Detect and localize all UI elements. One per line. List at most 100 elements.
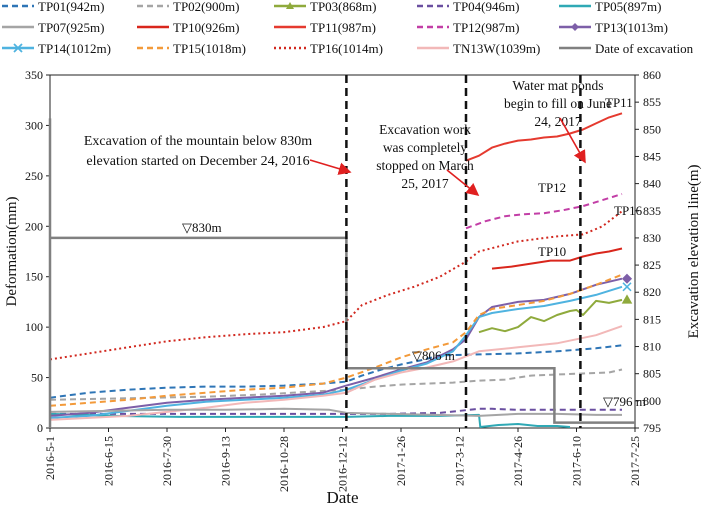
y2-tick-label: 820	[643, 285, 661, 299]
y2-tick-label: 835	[643, 204, 661, 218]
annotation-arrow	[559, 117, 586, 164]
legend-label: TP07(925m)	[38, 20, 104, 35]
legend-label: TP16(1014m)	[310, 41, 383, 56]
annotation-lblTP11: TP11	[605, 95, 633, 110]
annotation-arrow	[446, 169, 480, 197]
y2-tick-label: 845	[643, 149, 661, 163]
legend-item-tp05: TP05(897m)	[559, 0, 661, 14]
annotation-ann2: Excavation work was completely stopped on …	[376, 122, 474, 191]
legend-label: TP12(987m)	[453, 20, 519, 35]
y2-tick-label: 830	[643, 231, 661, 245]
x-tick-label: 2017-3-12	[453, 436, 467, 486]
series-line-tp14	[49, 285, 623, 419]
legend-label: TP14(1012m)	[38, 41, 111, 56]
legend-label: TP10(926m)	[173, 20, 239, 35]
x-axis: 2016-5-1 2016-6-15 2016-7-30 2016-9-13 2016-…	[43, 428, 642, 492]
legend-label: TP03(868m)	[310, 0, 376, 14]
y2-tick-label: 815	[643, 312, 661, 326]
x-tick-label: 2016-12-12	[336, 436, 350, 492]
y2-tick-label: 840	[643, 177, 661, 191]
legend-label: TP05(897m)	[595, 0, 661, 14]
legend-item-tp14: TP14(1012m)	[2, 41, 111, 56]
legend-item-tp01: TP01(942m)	[2, 0, 104, 14]
series-line-tn13w	[49, 325, 623, 421]
annotation-lblTP12: TP12	[538, 180, 566, 195]
series-line-tp07	[49, 407, 622, 417]
legend-item-tp13: TP13(1013m)	[559, 20, 668, 35]
y2-tick-label: 855	[643, 95, 661, 109]
series-line-tp15	[49, 273, 623, 407]
legend-marker	[13, 43, 23, 53]
series-line-tp01	[49, 344, 623, 399]
legend-label: TP11(987m)	[310, 20, 376, 35]
y-tick-label: 200	[25, 219, 43, 233]
series-end-marker-tp13	[621, 273, 633, 284]
series-end-marker-tp03	[621, 294, 633, 304]
y-tick-label: 100	[25, 320, 43, 334]
annotations: Excavation of the mountain below 830m ele…	[84, 78, 646, 409]
legend-label: TP15(1018m)	[173, 41, 246, 56]
series-line-tp04	[50, 407, 622, 415]
series-line-tp16	[49, 210, 623, 361]
legend-item-tp10: TP10(926m)	[137, 20, 239, 35]
y-tick-label: 350	[25, 68, 43, 82]
y2-tick-label: 850	[643, 122, 661, 136]
annotation-lblTP10: TP10	[538, 244, 566, 259]
x-tick-label: 2017-1-26	[394, 436, 408, 486]
legend-item-tp15: TP15(1018m)	[137, 41, 246, 56]
x-tick-label: 2017-4-26	[511, 436, 525, 486]
legend-label: TN13W(1039m)	[453, 41, 540, 56]
legend-item-tp07: TP07(925m)	[2, 20, 104, 35]
legend-label: TP01(942m)	[38, 0, 104, 14]
annotation-lblTP16: TP16	[614, 203, 643, 218]
y2-axis-title: Excavation elevation line(m)	[686, 164, 702, 338]
series-line-tp03	[478, 298, 623, 334]
series-line-tp12	[465, 193, 623, 230]
legend-item-tp11: TP11(987m)	[274, 20, 376, 35]
annotation-ann1: Excavation of the mountain below 830m ele…	[84, 134, 312, 169]
legend-marker	[286, 2, 294, 9]
legend-label: TP13(1013m)	[595, 20, 668, 35]
y-tick-label: 50	[31, 371, 43, 385]
series-end-marker-tp14	[622, 282, 632, 292]
x-axis-title: Date	[326, 488, 358, 507]
legend-item-tp04: TP04(946m)	[417, 0, 519, 14]
x-tick-label: 2016-6-15	[102, 436, 116, 486]
y-axis-title: Deformation(mm)	[4, 197, 20, 307]
annotation-arrow	[309, 159, 352, 175]
y2-tick-label: 800	[643, 394, 661, 408]
legend-label: TP04(946m)	[453, 0, 519, 14]
y2-tick-label: 810	[643, 340, 661, 354]
legend: TP01(942m) TP02(900m) TP03(868m) TP04(946m)…	[2, 0, 694, 56]
y-axis-right: 795 800 805 810 815 820 825 830 835 840 845 850 855 8…	[635, 68, 661, 435]
y-tick-label: 150	[25, 270, 43, 284]
series-line-tp13	[49, 277, 623, 417]
annotation-ann3: Water mat ponds begin to fill on June 24, …	[504, 78, 612, 129]
series-layer	[48, 112, 635, 428]
annotation-lbl796: ▽796 m	[603, 394, 646, 409]
series-line-tp11	[465, 112, 623, 162]
y-tick-label: 250	[25, 169, 43, 183]
legend-item-tn13w: TN13W(1039m)	[417, 41, 540, 56]
legend-item-exc: Date of excavation	[559, 41, 694, 56]
legend-item-tp12: TP12(987m)	[417, 20, 519, 35]
y-axis-left: 0 50 100 150 200 250 300 350	[25, 68, 50, 435]
legend-label: Date of excavation	[595, 41, 694, 56]
annotation-lbl830: ▽830m	[182, 220, 222, 235]
legend-label: TP02(900m)	[173, 0, 239, 14]
y-tick-label: 0	[37, 421, 43, 435]
y-tick-label: 300	[25, 118, 43, 132]
series-line-tp10	[491, 247, 623, 270]
x-tick-label: 2016-5-1	[43, 436, 57, 480]
legend-marker	[571, 23, 579, 31]
annotation-lbl806: ▽806 m	[412, 348, 455, 363]
y2-tick-label: 860	[643, 68, 661, 82]
legend-item-tp02: TP02(900m)	[137, 0, 239, 14]
x-tick-label: 2016-7-30	[160, 436, 174, 486]
x-tick-label: 2016-10-28	[277, 436, 291, 492]
x-tick-label: 2017-6-10	[570, 436, 584, 486]
y2-tick-label: 805	[643, 367, 661, 381]
excavation-date-markers	[345, 75, 582, 428]
